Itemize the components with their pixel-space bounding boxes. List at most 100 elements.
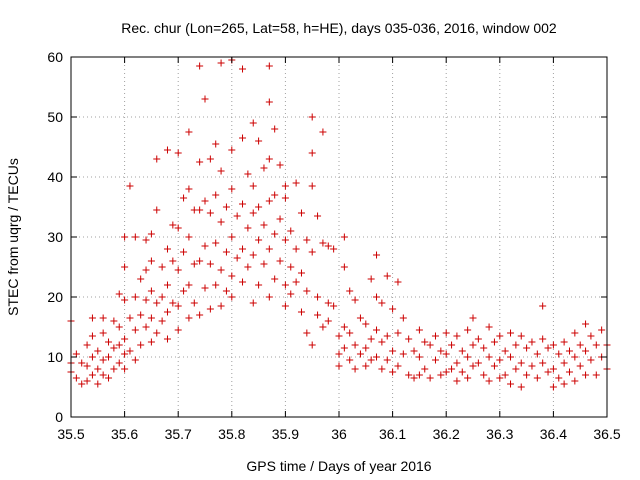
data-point — [373, 326, 381, 334]
data-point — [169, 257, 177, 265]
data-point — [196, 158, 204, 166]
data-point — [72, 350, 80, 358]
data-point — [222, 287, 230, 295]
data-point — [292, 245, 300, 253]
data-point — [180, 194, 188, 202]
data-point — [206, 155, 214, 163]
data-point — [244, 170, 252, 178]
data-point — [105, 353, 113, 361]
x-tick-labels: 35.5 35.6 35.7 35.8 35.9 36 36.1 36.2 36.3 36.4 36… — [57, 426, 620, 442]
data-point — [582, 320, 590, 328]
data-point — [271, 191, 279, 199]
data-point — [115, 290, 123, 298]
data-point — [255, 137, 263, 145]
data-point — [147, 338, 155, 346]
data-point — [158, 263, 166, 271]
data-point — [260, 221, 268, 229]
data-point — [399, 350, 407, 358]
data-point — [464, 374, 472, 382]
data-point — [190, 260, 198, 268]
data-point — [265, 197, 273, 205]
x-axis-label: GPS time / Days of year 2016 — [246, 458, 431, 474]
data-point — [292, 179, 300, 187]
data-point — [528, 362, 536, 370]
data-point — [469, 341, 477, 349]
data-point — [469, 314, 477, 322]
data-point — [239, 200, 247, 208]
data-point — [169, 221, 177, 229]
data-point — [78, 380, 86, 388]
y-tick-labels: 0 10 20 30 40 50 60 — [47, 49, 63, 425]
data-point — [297, 269, 305, 277]
data-point — [442, 329, 450, 337]
data-point — [512, 365, 520, 373]
data-point — [201, 284, 209, 292]
data-point — [324, 299, 332, 307]
data-point — [474, 359, 482, 367]
data-point — [469, 362, 477, 370]
data-point — [335, 332, 343, 340]
data-point — [367, 356, 375, 364]
y-tick-label: 60 — [47, 49, 63, 65]
data-point — [276, 215, 284, 223]
data-point — [222, 203, 230, 211]
data-point — [88, 353, 96, 361]
x-tick-label: 35.6 — [111, 426, 138, 442]
data-point — [517, 383, 525, 391]
data-point — [228, 185, 236, 193]
data-point — [147, 257, 155, 265]
data-point — [383, 272, 391, 280]
data-point — [99, 314, 107, 322]
data-point — [83, 377, 91, 385]
data-point — [319, 239, 327, 247]
data-point — [539, 335, 547, 343]
data-point — [496, 332, 504, 340]
data-point — [383, 332, 391, 340]
data-point — [196, 311, 204, 319]
data-point — [582, 347, 590, 355]
data-point — [121, 233, 129, 241]
data-point — [137, 311, 145, 319]
data-point — [533, 374, 541, 382]
data-point — [158, 317, 166, 325]
x-tick-label: 35.9 — [272, 426, 299, 442]
data-point — [330, 302, 338, 310]
data-point — [88, 332, 96, 340]
data-point — [255, 203, 263, 211]
data-point — [485, 377, 493, 385]
data-point — [222, 248, 230, 256]
data-point — [153, 299, 161, 307]
data-point — [335, 350, 343, 358]
y-tick-label: 10 — [47, 349, 63, 365]
data-point — [314, 311, 322, 319]
data-point — [555, 374, 563, 382]
data-point — [78, 359, 86, 367]
data-point — [121, 335, 129, 343]
data-point — [99, 329, 107, 337]
data-point — [383, 356, 391, 364]
data-point — [340, 344, 348, 352]
data-point — [571, 377, 579, 385]
data-point — [308, 248, 316, 256]
data-point — [431, 332, 439, 340]
data-point — [464, 353, 472, 361]
data-point — [351, 365, 359, 373]
data-point — [212, 239, 220, 247]
data-point — [163, 281, 171, 289]
data-point — [185, 233, 193, 241]
data-point — [458, 347, 466, 355]
data-point — [453, 359, 461, 367]
data-point — [217, 59, 225, 67]
data-point — [335, 362, 343, 370]
data-point — [185, 281, 193, 289]
data-point — [265, 155, 273, 163]
y-axis-label: STEC from uqrg / TECUs — [5, 158, 21, 316]
data-point — [265, 293, 273, 301]
data-point — [598, 326, 606, 334]
data-point — [142, 323, 150, 331]
data-point — [399, 314, 407, 322]
data-point — [501, 371, 509, 379]
data-point — [174, 266, 182, 274]
data-point — [319, 128, 327, 136]
y-tick-label: 50 — [47, 109, 63, 125]
